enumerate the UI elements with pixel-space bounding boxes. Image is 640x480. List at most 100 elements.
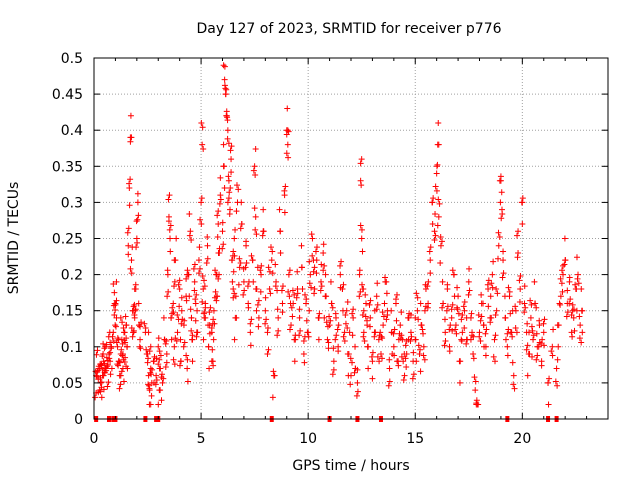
data-point [137, 323, 144, 330]
data-point [232, 226, 239, 233]
data-point [196, 265, 203, 272]
data-point [353, 392, 360, 399]
data-point [431, 236, 438, 243]
data-point [217, 196, 224, 203]
data-point [186, 293, 193, 300]
data-point [352, 343, 359, 350]
data-point [460, 303, 467, 310]
data-point [188, 327, 195, 334]
data-point [243, 238, 250, 245]
data-point [298, 242, 305, 249]
data-point [358, 226, 365, 233]
data-point [306, 280, 313, 287]
data-point [184, 365, 191, 372]
data-point [169, 304, 176, 311]
data-point [475, 312, 482, 319]
data-point [128, 257, 135, 264]
data-point [410, 349, 417, 356]
data-point [392, 296, 399, 303]
x-tick-label: 0 [90, 431, 99, 447]
data-point [148, 392, 155, 399]
data-point [132, 281, 139, 288]
data-point [426, 248, 433, 255]
data-point [495, 229, 502, 236]
data-point [200, 277, 207, 284]
data-point [178, 307, 185, 314]
data-point [156, 356, 163, 363]
data-point [135, 300, 142, 307]
data-point [533, 356, 540, 363]
data-point [257, 267, 264, 274]
data-point [521, 300, 528, 307]
data-point [163, 359, 170, 366]
data-point [137, 345, 144, 352]
data-point [325, 339, 332, 346]
data-point [240, 278, 247, 285]
data-point [558, 280, 565, 287]
data-point [142, 325, 149, 332]
data-point [269, 270, 276, 277]
data-point [567, 296, 574, 303]
data-point [147, 365, 154, 372]
data-point [449, 327, 456, 334]
data-point [487, 319, 494, 326]
data-point [212, 267, 219, 274]
data-point [100, 386, 107, 393]
data-point [171, 361, 178, 368]
data-point [459, 329, 466, 336]
data-point [177, 336, 184, 343]
data-point [473, 401, 480, 408]
data-point [397, 335, 404, 342]
data-point [283, 150, 290, 157]
data-point [326, 313, 333, 320]
data-point [294, 268, 301, 275]
data-point [219, 219, 226, 226]
data-point [466, 265, 473, 272]
data-point [311, 264, 318, 271]
data-point [265, 264, 272, 271]
data-point [221, 82, 228, 89]
data-point [452, 326, 459, 333]
data-point [215, 249, 222, 256]
data-point [339, 307, 346, 314]
data-point [98, 394, 105, 401]
data-point [518, 199, 525, 206]
data-point [437, 234, 444, 241]
data-point [127, 112, 134, 119]
data-point [393, 317, 400, 324]
data-point [529, 353, 536, 360]
data-point [301, 291, 308, 298]
data-point [190, 265, 197, 272]
data-point [130, 327, 137, 334]
data-point [379, 309, 386, 316]
data-point [333, 332, 340, 339]
data-point [449, 301, 456, 308]
data-point [166, 192, 173, 199]
data-point [461, 299, 468, 306]
data-point [530, 336, 537, 343]
data-point [561, 261, 568, 268]
data-point [201, 309, 208, 316]
data-point [349, 332, 356, 339]
data-point [495, 242, 502, 249]
data-point [237, 260, 244, 267]
data-point [184, 356, 191, 363]
data-point [504, 343, 511, 350]
data-point [200, 336, 207, 343]
data-point [441, 342, 448, 349]
data-point [196, 244, 203, 251]
data-point [563, 313, 570, 320]
data-point [539, 336, 546, 343]
data-point [212, 288, 219, 295]
data-point [360, 307, 367, 314]
data-point [221, 63, 228, 70]
y-tick-label: 0.3 [61, 195, 83, 211]
data-point [317, 287, 324, 294]
data-point [134, 199, 141, 206]
data-point [386, 378, 393, 385]
data-point [321, 262, 328, 269]
data-point [377, 329, 384, 336]
data-point [248, 252, 255, 259]
data-point [427, 257, 434, 264]
data-point [288, 322, 295, 329]
